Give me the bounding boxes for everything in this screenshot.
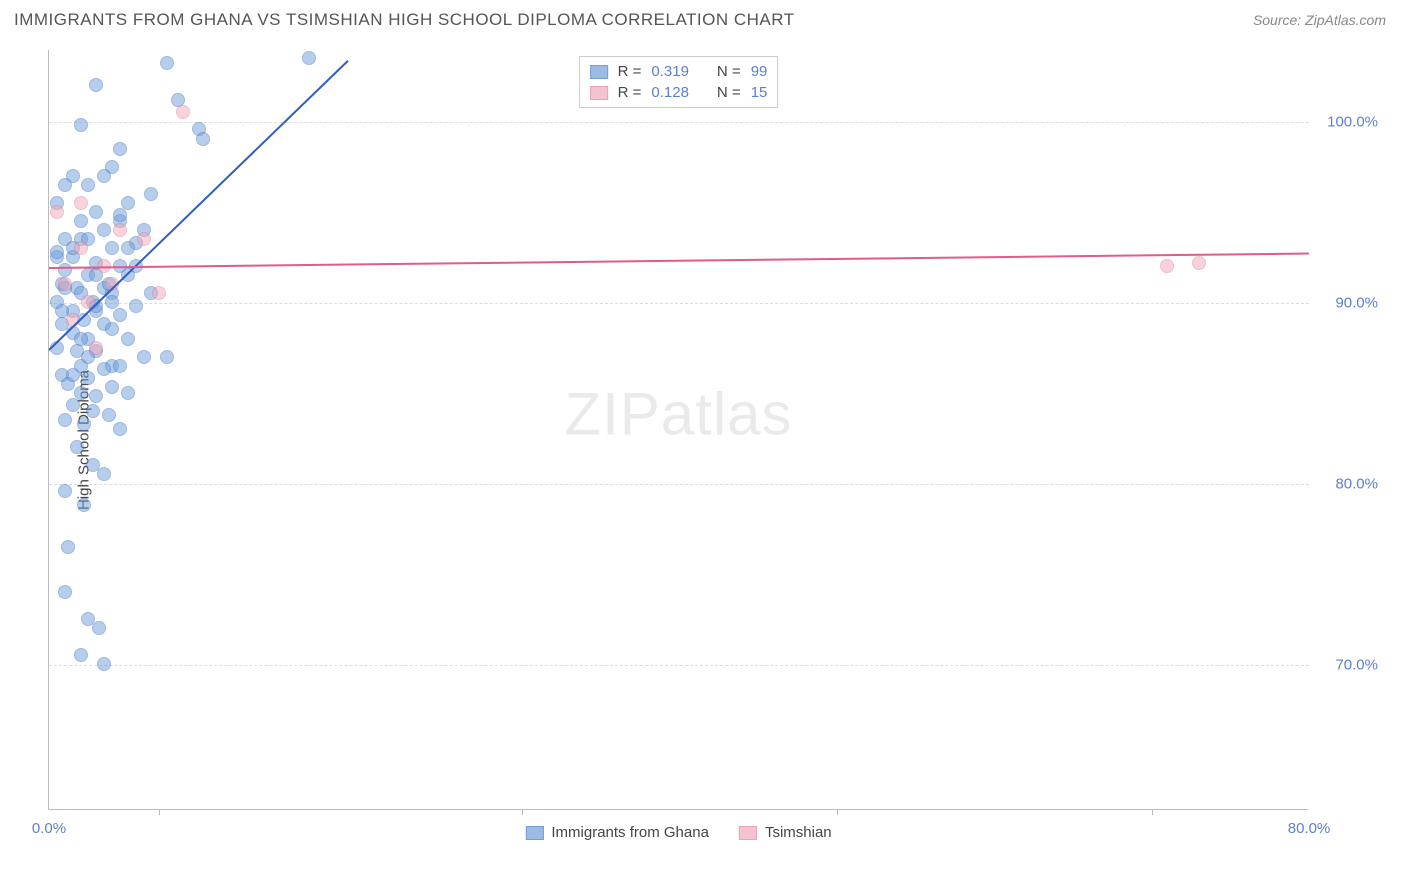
data-point	[113, 308, 127, 322]
data-point	[81, 178, 95, 192]
data-point	[81, 371, 95, 385]
data-point	[113, 223, 127, 237]
data-point	[121, 386, 135, 400]
data-point	[113, 142, 127, 156]
swatch-ghana	[590, 65, 608, 79]
data-point	[105, 380, 119, 394]
legend-label: Tsimshian	[765, 824, 832, 841]
swatch-tsimshian	[590, 86, 608, 100]
data-point	[176, 105, 190, 119]
swatch-ghana-icon	[525, 826, 543, 840]
ytick-label: 90.0%	[1318, 295, 1378, 312]
data-point	[97, 169, 111, 183]
legend-item-ghana: Immigrants from Ghana	[525, 824, 709, 841]
gridline	[49, 122, 1309, 123]
data-point	[160, 350, 174, 364]
data-point	[105, 241, 119, 255]
chart-header: IMMIGRANTS FROM GHANA VS TSIMSHIAN HIGH …	[0, 0, 1406, 36]
ytick-label: 80.0%	[1318, 476, 1378, 493]
data-point	[89, 205, 103, 219]
xtick-label: 80.0%	[1288, 820, 1331, 837]
xtick-mark	[522, 809, 523, 815]
data-point	[58, 413, 72, 427]
data-point	[86, 404, 100, 418]
xtick-label: 0.0%	[32, 820, 66, 837]
data-point	[1160, 259, 1174, 273]
data-point	[121, 332, 135, 346]
data-point	[74, 241, 88, 255]
data-point	[58, 585, 72, 599]
stats-row-ghana: R = 0.319 N = 99	[590, 61, 768, 82]
data-point	[58, 178, 72, 192]
data-point	[61, 540, 75, 554]
data-point	[97, 223, 111, 237]
data-point	[74, 118, 88, 132]
data-point	[74, 214, 88, 228]
xtick-mark	[1152, 809, 1153, 815]
data-point	[97, 467, 111, 481]
stats-legend-box: R = 0.319 N = 99 R = 0.128 N = 15	[579, 56, 779, 108]
data-point	[129, 299, 143, 313]
bottom-legend: Immigrants from Ghana Tsimshian	[525, 824, 831, 841]
data-point	[160, 56, 174, 70]
data-point	[66, 368, 80, 382]
data-point	[89, 78, 103, 92]
data-point	[74, 196, 88, 210]
legend-label: Immigrants from Ghana	[551, 824, 709, 841]
legend-item-tsimshian: Tsimshian	[739, 824, 832, 841]
data-point	[89, 389, 103, 403]
plot-area: ZIPatlas R = 0.319 N = 99 R = 0.128 N = …	[48, 50, 1308, 810]
watermark: ZIPatlas	[564, 380, 792, 449]
data-point	[302, 51, 316, 65]
data-point	[105, 295, 119, 309]
gridline	[49, 665, 1309, 666]
data-point	[121, 241, 135, 255]
data-point	[97, 362, 111, 376]
stats-row-tsimshian: R = 0.128 N = 15	[590, 82, 768, 103]
xtick-mark	[159, 809, 160, 815]
trendline	[49, 253, 1309, 269]
data-point	[102, 408, 116, 422]
data-point	[196, 132, 210, 146]
chart-source: Source: ZipAtlas.com	[1253, 12, 1386, 28]
data-point	[113, 422, 127, 436]
ytick-label: 100.0%	[1318, 114, 1378, 131]
data-point	[50, 245, 64, 259]
data-point	[144, 187, 158, 201]
gridline	[49, 303, 1309, 304]
data-point	[97, 657, 111, 671]
data-point	[137, 232, 151, 246]
data-point	[113, 208, 127, 222]
data-point	[58, 484, 72, 498]
data-point	[113, 359, 127, 373]
data-point	[77, 498, 91, 512]
data-point	[74, 386, 88, 400]
data-point	[58, 277, 72, 291]
data-point	[58, 263, 72, 277]
swatch-tsimshian-icon	[739, 826, 757, 840]
data-point	[121, 196, 135, 210]
data-point	[137, 350, 151, 364]
data-point	[152, 286, 166, 300]
data-point	[1192, 256, 1206, 270]
data-point	[89, 341, 103, 355]
ytick-label: 70.0%	[1318, 657, 1378, 674]
data-point	[50, 205, 64, 219]
chart-container: High School Diploma ZIPatlas R = 0.319 N…	[48, 50, 1388, 830]
data-point	[70, 440, 84, 454]
data-point	[74, 648, 88, 662]
data-point	[66, 398, 80, 412]
gridline	[49, 484, 1309, 485]
data-point	[77, 417, 91, 431]
data-point	[74, 332, 88, 346]
data-point	[92, 621, 106, 635]
chart-title: IMMIGRANTS FROM GHANA VS TSIMSHIAN HIGH …	[14, 10, 795, 30]
xtick-mark	[837, 809, 838, 815]
data-point	[105, 322, 119, 336]
